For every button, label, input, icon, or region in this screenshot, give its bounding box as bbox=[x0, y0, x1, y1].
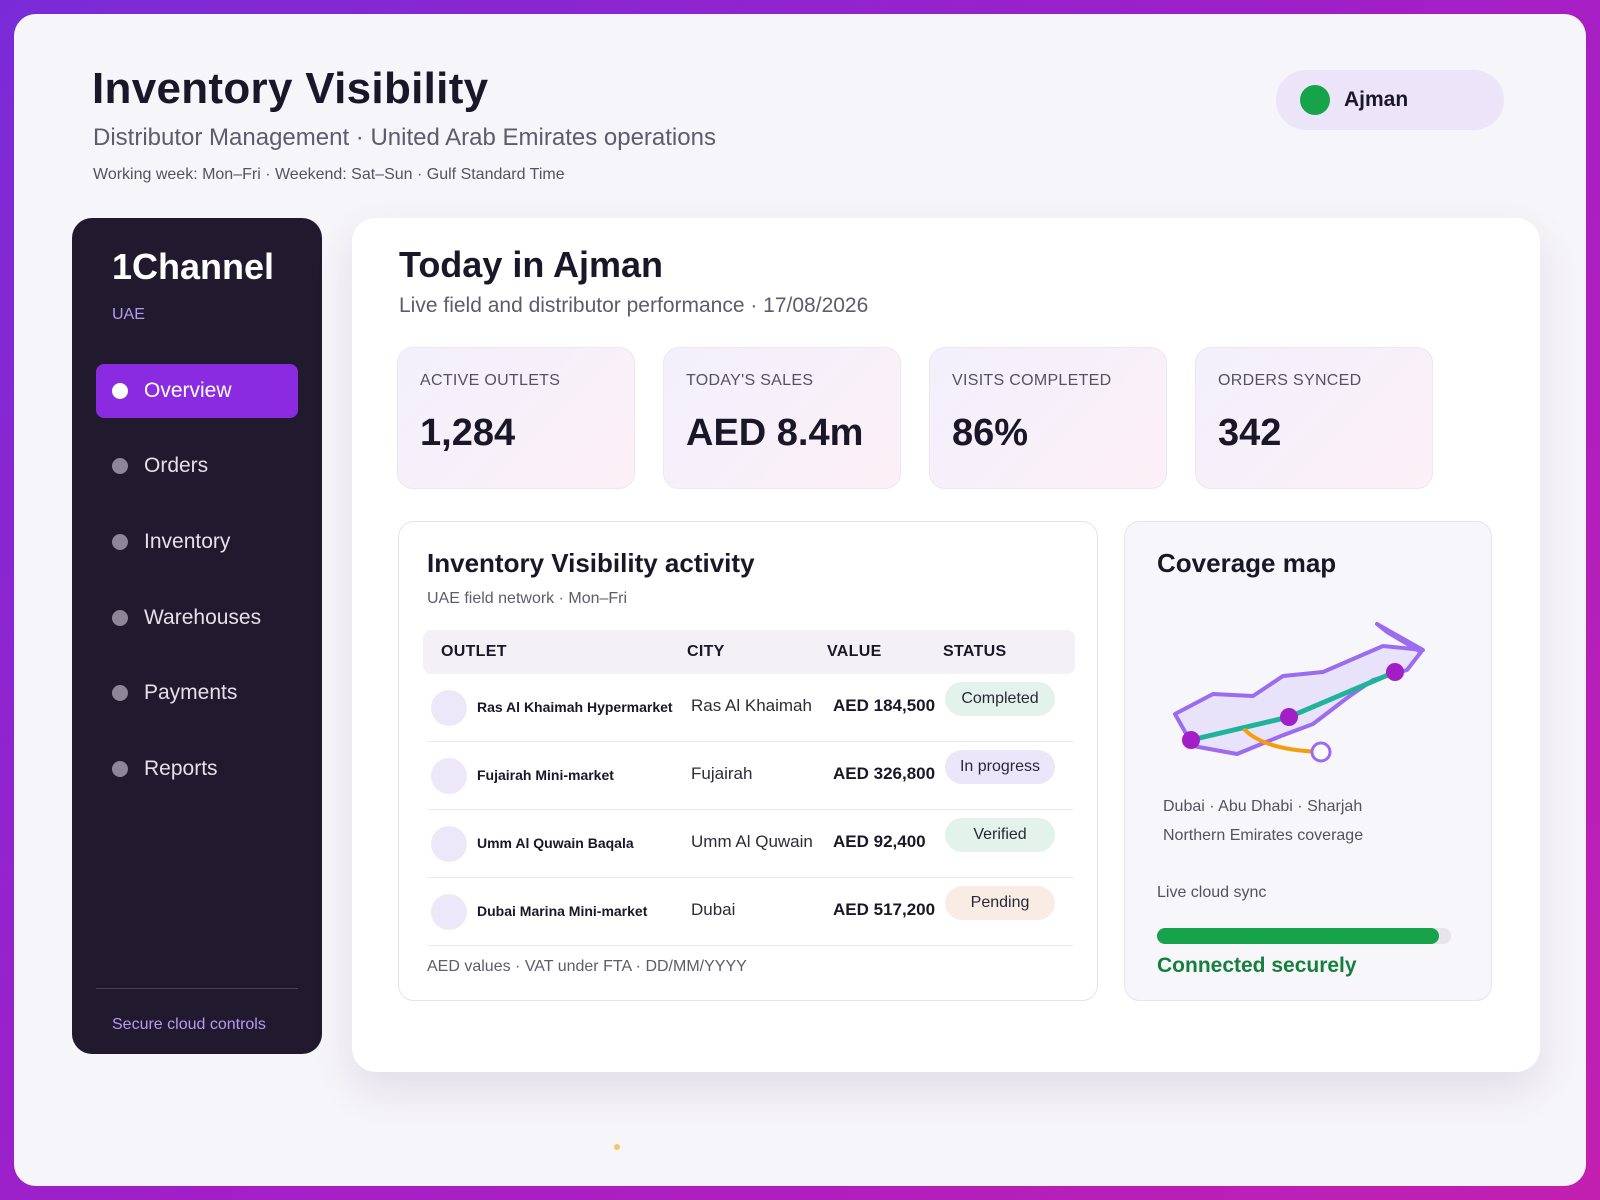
nav-dot-icon bbox=[112, 534, 128, 550]
outlet-name: Ras Al Khaimah Hypermarket bbox=[477, 699, 673, 715]
brand-region: UAE bbox=[112, 306, 145, 323]
outlet-value: AED 326,800 bbox=[833, 764, 936, 783]
location-name: Ajman bbox=[1344, 88, 1409, 111]
secure-cloud-controls-link[interactable]: Secure cloud controls bbox=[112, 1016, 266, 1033]
kpi-value: 342 bbox=[1218, 412, 1282, 454]
sidebar: 1Channel UAE Overview Orders Inventory W… bbox=[72, 218, 322, 1054]
status-badge: Pending bbox=[945, 886, 1055, 920]
brand-name: 1Channel bbox=[112, 246, 275, 287]
table-row[interactable]: Fujairah Mini-market Fujairah AED 326,80… bbox=[427, 742, 1073, 810]
working-week-info: Working week: Mon–Fri · Weekend: Sat–Sun… bbox=[93, 166, 565, 183]
kpi-card-orders-synced: ORDERS SYNCED 342 bbox=[1195, 347, 1433, 489]
map-node-northern[interactable] bbox=[1386, 663, 1404, 681]
sidebar-divider bbox=[96, 988, 298, 989]
status-badge: Verified bbox=[945, 818, 1055, 852]
uae-region-shape bbox=[1173, 622, 1425, 756]
outlet-name: Fujairah Mini-market bbox=[477, 767, 614, 783]
table-row[interactable]: Dubai Marina Mini-market Dubai AED 517,2… bbox=[427, 878, 1073, 946]
kpi-label: TODAY'S SALES bbox=[686, 372, 814, 389]
coverage-region: Northern Emirates coverage bbox=[1163, 827, 1364, 844]
map-node-pending[interactable] bbox=[1310, 741, 1332, 763]
table-row[interactable]: Umm Al Quwain Baqala Umm Al Quwain AED 9… bbox=[427, 810, 1073, 878]
outlet-city: Ras Al Khaimah bbox=[691, 696, 812, 715]
location-status-dot bbox=[1300, 85, 1330, 115]
column-header-status[interactable]: STATUS bbox=[943, 643, 1007, 660]
app-frame: Inventory Visibility Distributor Managem… bbox=[14, 14, 1586, 1186]
status-badge: Completed bbox=[945, 682, 1055, 716]
main-title: Today in Ajman bbox=[399, 244, 664, 285]
column-header-value[interactable]: VALUE bbox=[827, 643, 882, 660]
status-badge: In progress bbox=[945, 750, 1055, 784]
sidebar-item-label: Orders bbox=[144, 454, 209, 477]
outlet-name: Umm Al Quwain Baqala bbox=[477, 835, 634, 851]
kpi-label: ORDERS SYNCED bbox=[1218, 372, 1362, 389]
column-header-outlet[interactable]: OUTLET bbox=[441, 643, 507, 660]
sidebar-item-warehouses[interactable]: Warehouses bbox=[96, 591, 298, 645]
main-subtitle: Live field and distributor performance ·… bbox=[399, 294, 869, 317]
map-node-dubai[interactable] bbox=[1280, 708, 1298, 726]
kpi-card-todays-sales: TODAY'S SALES AED 8.4m bbox=[663, 347, 901, 489]
outlet-value: AED 184,500 bbox=[833, 696, 936, 715]
outlet-city: Dubai bbox=[691, 900, 736, 919]
nav-dot-icon bbox=[112, 761, 128, 777]
sync-label: Live cloud sync bbox=[1157, 884, 1267, 901]
outlet-value: AED 517,200 bbox=[833, 900, 936, 919]
coverage-cities: Dubai · Abu Dhabi · Sharjah bbox=[1163, 798, 1363, 815]
outlet-avatar bbox=[431, 826, 467, 862]
table-row[interactable]: Ras Al Khaimah Hypermarket Ras Al Khaima… bbox=[427, 674, 1073, 742]
kpi-value: 86% bbox=[952, 412, 1029, 454]
sidebar-item-label: Overview bbox=[144, 379, 232, 402]
sync-status: Connected securely bbox=[1157, 954, 1357, 977]
sidebar-item-label: Reports bbox=[144, 757, 218, 780]
nav-dot-icon bbox=[112, 685, 128, 701]
sync-progress-fill bbox=[1157, 928, 1440, 944]
coverage-map[interactable] bbox=[1125, 622, 1493, 782]
decorative-dot bbox=[614, 1144, 620, 1150]
activity-card: Inventory Visibility activity UAE field … bbox=[398, 521, 1098, 1001]
kpi-label: ACTIVE OUTLETS bbox=[420, 372, 561, 389]
sidebar-item-label: Payments bbox=[144, 681, 238, 704]
nav-dot-icon bbox=[112, 610, 128, 626]
outlet-avatar bbox=[431, 894, 467, 930]
nav-dot-icon bbox=[112, 383, 128, 399]
nav-dot-icon bbox=[112, 458, 128, 474]
kpi-value: 1,284 bbox=[420, 412, 516, 454]
branch-route-line bbox=[1243, 728, 1323, 754]
sidebar-item-orders[interactable]: Orders bbox=[96, 439, 298, 493]
outlet-city: Umm Al Quwain bbox=[691, 832, 813, 851]
sidebar-item-label: Inventory bbox=[144, 530, 231, 553]
sidebar-item-payments[interactable]: Payments bbox=[96, 666, 298, 720]
outlet-city: Fujairah bbox=[691, 764, 753, 783]
page-subtitle: Distributor Management · United Arab Emi… bbox=[93, 124, 716, 151]
kpi-value: AED 8.4m bbox=[686, 412, 864, 454]
sidebar-item-label: Warehouses bbox=[144, 606, 262, 629]
sidebar-item-reports[interactable]: Reports bbox=[96, 742, 298, 796]
sidebar-item-inventory[interactable]: Inventory bbox=[96, 515, 298, 569]
activity-subtitle: UAE field network · Mon–Fri bbox=[427, 590, 628, 607]
location-selector[interactable]: Ajman bbox=[1276, 70, 1504, 130]
outlet-avatar bbox=[431, 690, 467, 726]
main-panel: Today in Ajman Live field and distributo… bbox=[352, 218, 1540, 1072]
column-header-city[interactable]: CITY bbox=[687, 643, 725, 660]
coverage-map-title: Coverage map bbox=[1157, 548, 1337, 578]
table-header: OUTLET CITY VALUE STATUS bbox=[423, 630, 1075, 674]
kpi-card-active-outlets: ACTIVE OUTLETS 1,284 bbox=[397, 347, 635, 489]
kpi-label: VISITS COMPLETED bbox=[952, 372, 1112, 389]
outlet-value: AED 92,400 bbox=[833, 832, 926, 851]
coverage-map-card: Coverage map Dubai · Abu Dhabi · Sharjah… bbox=[1124, 521, 1492, 1001]
activity-footnote: AED values · VAT under FTA · DD/MM/YYYY bbox=[427, 958, 747, 975]
sidebar-item-overview[interactable]: Overview bbox=[96, 364, 298, 418]
kpi-card-visits-completed: VISITS COMPLETED 86% bbox=[929, 347, 1167, 489]
page-title: Inventory Visibility bbox=[92, 64, 489, 113]
outlet-name: Dubai Marina Mini-market bbox=[477, 903, 648, 919]
outlet-avatar bbox=[431, 758, 467, 794]
activity-title: Inventory Visibility activity bbox=[427, 548, 755, 578]
map-node-abu-dhabi[interactable] bbox=[1182, 731, 1200, 749]
sync-progress-bar bbox=[1157, 928, 1451, 944]
